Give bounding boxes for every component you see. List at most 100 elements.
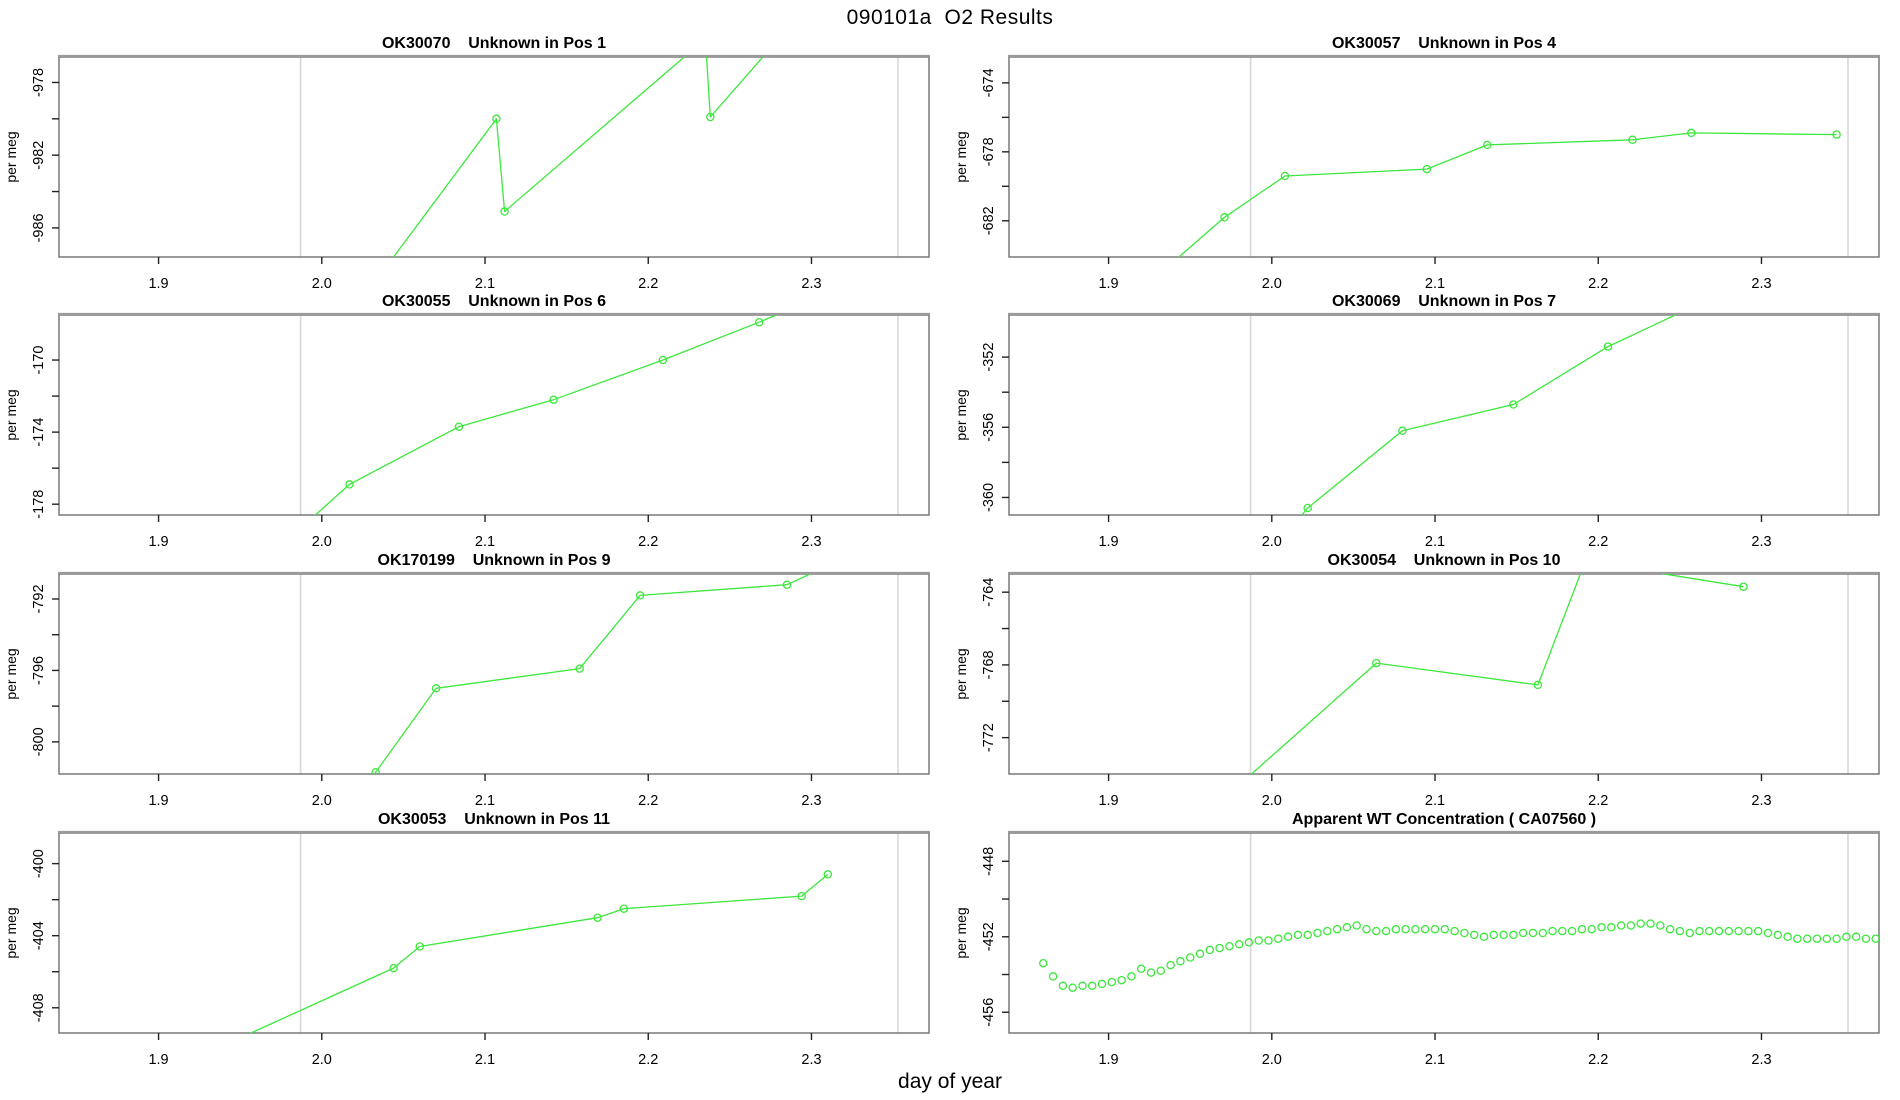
subplot-title: OK30069 Unknown in Pos 7 [1332, 293, 1556, 310]
x-tick-label: 1.9 [148, 1052, 168, 1068]
x-tick-label: 2.2 [638, 1052, 658, 1068]
plot-box [1008, 573, 1880, 775]
data-series [1301, 315, 1677, 515]
subplot-title: OK170199 Unknown in Pos 9 [378, 552, 611, 569]
data-point-marker [635, 591, 645, 600]
data-point-marker [1822, 934, 1832, 943]
x-tick-label: 2.2 [638, 534, 658, 550]
x-tick-label: 2.2 [1588, 276, 1608, 292]
data-point-marker [593, 913, 602, 922]
x-tick-label: 1.9 [1098, 534, 1118, 550]
data-point-marker [1048, 972, 1058, 981]
data-point-marker [1489, 930, 1499, 940]
data-point-marker [492, 114, 501, 124]
data-point-marker [1195, 949, 1205, 959]
data-point-marker [1372, 926, 1381, 936]
subplot-3: 1.9 2.0 2.1 2.2 2.3 -178 -174 -170 per meg OK3005… [3, 293, 930, 550]
data-point-marker [1714, 926, 1724, 936]
data-point-marker [1832, 934, 1841, 943]
subplot-1: 1.9 2.0 2.1 2.2 2.3 -986 -982 -978 per meg OK3007… [3, 35, 930, 292]
data-point-marker [389, 963, 398, 973]
data-point-marker [1528, 928, 1538, 938]
data-point-marker [1293, 930, 1303, 940]
x-tick-label: 2.3 [801, 534, 821, 550]
y-tick-label: -772 [981, 723, 997, 752]
data-point-marker [1763, 928, 1773, 938]
data-point-marker [1646, 919, 1655, 928]
data-point-marker [1704, 926, 1714, 936]
x-tick-label: 2.1 [475, 534, 495, 550]
data-point-marker [1323, 926, 1332, 936]
x-tick-label: 2.2 [638, 276, 658, 292]
data-series [1177, 128, 1841, 257]
y-tick-label: -792 [31, 584, 47, 613]
data-point-marker [1440, 924, 1450, 934]
x-tick-label: 2.1 [1425, 276, 1445, 292]
subplot-7: 1.9 2.0 2.1 2.2 2.3 -408 -404 -400 per meg OK3005… [3, 811, 930, 1068]
y-axis-label: per meg [953, 389, 969, 440]
data-point-marker [1225, 941, 1234, 951]
data-point-marker [204, 1049, 211, 1056]
main-title: 090101a O2 Results [846, 6, 1054, 29]
data-point-marker [1851, 932, 1861, 942]
data-point-marker [1695, 926, 1704, 936]
data-series [371, 574, 812, 774]
data-point-marker [1567, 926, 1577, 936]
subplot-6: 1.9 2.0 2.1 2.2 2.3 -772 -768 -764 per meg OK3005… [953, 552, 1880, 809]
data-point-marker [1582, 558, 1589, 565]
series-line [392, 57, 764, 257]
data-point-marker [1097, 979, 1107, 989]
x-tick-label: 2.2 [1588, 793, 1608, 809]
y-tick-label: -986 [31, 213, 47, 242]
x-tick-label: 1.9 [148, 276, 168, 292]
data-point-marker [1078, 981, 1087, 991]
series-line [1250, 574, 1744, 774]
data-point-marker [1871, 934, 1879, 943]
data-point-marker [415, 942, 424, 951]
data-point-marker [294, 528, 301, 535]
x-tick-label: 2.3 [801, 276, 821, 292]
x-tick-label: 2.1 [1425, 793, 1445, 809]
data-point-marker [1739, 582, 1748, 591]
x-tick-label: 2.0 [1262, 1052, 1282, 1068]
data-point-marker [1499, 930, 1508, 940]
x-tick-label: 2.3 [1751, 534, 1771, 550]
x-tick-label: 2.3 [801, 793, 821, 809]
data-point-marker [1861, 934, 1871, 943]
x-tick-label: 2.0 [312, 276, 332, 292]
y-tick-label: -452 [981, 922, 997, 951]
data-point-marker [1744, 926, 1753, 936]
data-point-marker [1254, 936, 1263, 945]
y-tick-label: -978 [31, 68, 47, 97]
x-tick-label: 1.9 [1098, 793, 1118, 809]
data-point-marker [1783, 932, 1792, 942]
data-point-marker [1509, 930, 1518, 940]
data-point-marker [1509, 400, 1518, 409]
data-point-marker [1793, 934, 1802, 943]
data-point-marker [1215, 943, 1224, 953]
data-point-marker [1603, 342, 1613, 351]
data-point-marker [1087, 981, 1097, 991]
y-tick-label: -768 [981, 650, 997, 679]
y-tick-label: -356 [981, 413, 997, 442]
x-tick-label: 2.2 [1588, 534, 1608, 550]
subplot-2: 1.9 2.0 2.1 2.2 2.3 -682 -678 -674 per meg OK3005… [953, 35, 1880, 292]
data-point-marker [1332, 924, 1342, 934]
data-point-marker [1039, 958, 1048, 968]
data-point-marker [1342, 923, 1352, 932]
series-line [249, 873, 829, 1033]
plot-box [58, 832, 930, 1034]
data-point-marker [1068, 983, 1077, 992]
data-point-marker [1372, 658, 1381, 668]
x-tick-label: 2.1 [475, 793, 495, 809]
x-tick-label: 2.3 [801, 1052, 821, 1068]
data-point-marker [1420, 924, 1430, 934]
plot-box [1008, 314, 1880, 516]
data-point-marker [1127, 972, 1136, 981]
data-point-marker [1734, 926, 1743, 936]
data-point-marker [1303, 503, 1312, 513]
y-tick-label: -360 [981, 483, 997, 512]
data-point-marker [1205, 945, 1215, 955]
data-point-marker [1548, 926, 1557, 936]
data-point-marker [823, 870, 833, 879]
